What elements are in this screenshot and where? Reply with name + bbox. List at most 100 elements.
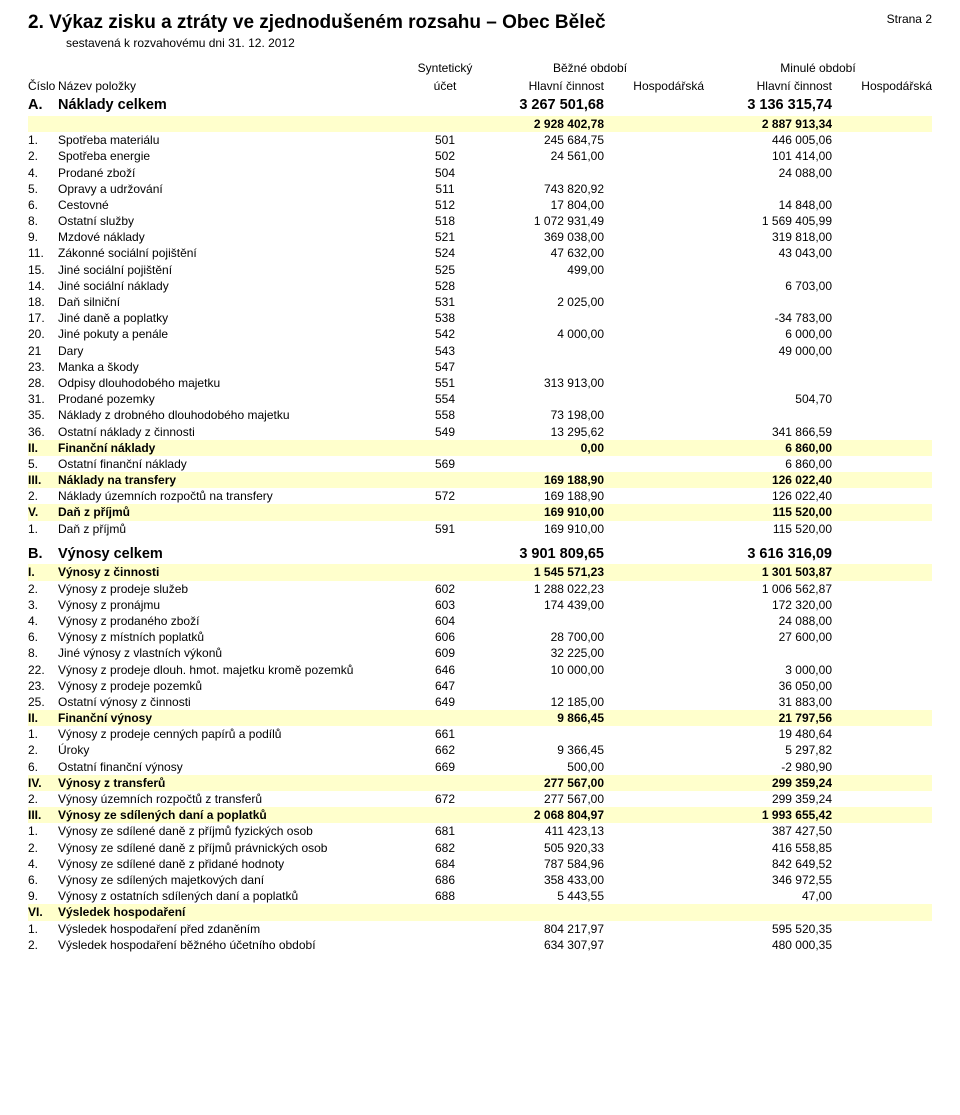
row-val-current: 73 198,00	[476, 407, 604, 423]
row-name: Výnosy ze sdílené daně z příjmů právnick…	[58, 840, 414, 856]
row-name: Jiné sociální pojištění	[58, 262, 414, 278]
row-val-prior: 24 088,00	[704, 165, 832, 181]
row-val-prior: 27 600,00	[704, 629, 832, 645]
table-row: 25.Ostatní výnosy z činnosti64912 185,00…	[28, 694, 932, 710]
row-val-current: 28 700,00	[476, 629, 604, 645]
row-val-prior: 101 414,00	[704, 148, 832, 164]
table-row: 4.Výnosy ze sdílené daně z přidané hodno…	[28, 856, 932, 872]
row-val-prior: 446 005,06	[704, 132, 832, 148]
row-num: 31.	[28, 391, 58, 407]
col-header-hosp1: Hospodářská	[604, 78, 704, 94]
row-num: 6.	[28, 872, 58, 888]
row-val-prior: 416 558,85	[704, 840, 832, 856]
row-val-prior: 595 520,35	[704, 921, 832, 937]
row-num: 1.	[28, 823, 58, 839]
row-num: 35.	[28, 407, 58, 423]
row-account: 662	[414, 742, 476, 758]
row-account: 501	[414, 132, 476, 148]
row-account: 684	[414, 856, 476, 872]
row-account: 521	[414, 229, 476, 245]
table-row: 22.Výnosy z prodeje dlouh. hmot. majetku…	[28, 662, 932, 678]
row-account: 542	[414, 326, 476, 342]
row-name: Výnosy ze sdílených majetkových daní	[58, 872, 414, 888]
row-val-prior: 49 000,00	[704, 343, 832, 359]
row-val-prior: 19 480,64	[704, 726, 832, 742]
row-num: 4.	[28, 165, 58, 181]
row-name: Výnosy z místních poplatků	[58, 629, 414, 645]
row-name: Manka a škody	[58, 359, 414, 375]
row-num: 25.	[28, 694, 58, 710]
row-account: 528	[414, 278, 476, 294]
row-val-prior: 3 000,00	[704, 662, 832, 678]
table-row: 2.Výnosy ze sdílené daně z příjmů právni…	[28, 840, 932, 856]
row-name: Mzdové náklady	[58, 229, 414, 245]
row-val-current: 47 632,00	[476, 245, 604, 261]
row-name: Výnosy z prodaného zboží	[58, 613, 414, 629]
row-val-current: 787 584,96	[476, 856, 604, 872]
row-val-current: 313 913,00	[476, 375, 604, 391]
row-num: 21	[28, 343, 58, 359]
row-name: Výnosy ze sdílené daně z přidané hodnoty	[58, 856, 414, 872]
section-a-II: II. Finanční náklady 0,00 6 860,00	[28, 440, 932, 456]
table-row: 8.Ostatní služby5181 072 931,491 569 405…	[28, 213, 932, 229]
row-val-prior: 842 649,52	[704, 856, 832, 872]
row-num: 6.	[28, 197, 58, 213]
row-name: Výnosy z prodeje služeb	[58, 581, 414, 597]
row-name: Spotřeba energie	[58, 148, 414, 164]
row-val-prior: 341 866,59	[704, 424, 832, 440]
table-row: 1.Výsledek hospodaření před zdaněním804 …	[28, 921, 932, 937]
row-name: Výnosy z pronájmu	[58, 597, 414, 613]
row-val-prior: -2 980,90	[704, 759, 832, 775]
row-val-prior: 36 050,00	[704, 678, 832, 694]
table-row: 8.Jiné výnosy z vlastních výkonů60932 22…	[28, 645, 932, 661]
row-account: 524	[414, 245, 476, 261]
row-num: 17.	[28, 310, 58, 326]
col-header-hosp2: Hospodářská	[832, 78, 932, 94]
row-num: 9.	[28, 229, 58, 245]
row-val-current: 634 307,97	[476, 937, 604, 953]
table-row: 1.Spotřeba materiálu501245 684,75446 005…	[28, 132, 932, 148]
table-row: 9.Mzdové náklady521369 038,00319 818,00	[28, 229, 932, 245]
page-number: Strana 2	[887, 12, 932, 26]
row-val-current: 9 366,45	[476, 742, 604, 758]
section-a-V: V. Daň z příjmů 169 910,00 115 520,00	[28, 504, 932, 520]
row-val-current: 174 439,00	[476, 597, 604, 613]
row-val-prior: 24 088,00	[704, 613, 832, 629]
row-name: Výnosy z prodeje pozemků	[58, 678, 414, 694]
row-num: 22.	[28, 662, 58, 678]
row-val-prior: 5 297,82	[704, 742, 832, 758]
table-row: 2.Úroky6629 366,455 297,82	[28, 742, 932, 758]
row-val-current: 500,00	[476, 759, 604, 775]
row-num: 3.	[28, 597, 58, 613]
table-row: 31.Prodané pozemky554504,70	[28, 391, 932, 407]
row-num: 6.	[28, 759, 58, 775]
table-row: 5. Ostatní finanční náklady 569 6 860,00	[28, 456, 932, 472]
row-num: 9.	[28, 888, 58, 904]
row-num: 18.	[28, 294, 58, 310]
row-val-prior: 346 972,55	[704, 872, 832, 888]
col-header-bezne: Běžné období	[476, 60, 704, 76]
col-header-minule: Minulé období	[704, 60, 932, 76]
row-val-prior: 480 000,35	[704, 937, 832, 953]
row-num: 36.	[28, 424, 58, 440]
row-name: Prodané zboží	[58, 165, 414, 181]
table-row: 6.Cestovné51217 804,0014 848,00	[28, 197, 932, 213]
row-val-current: 24 561,00	[476, 148, 604, 164]
row-name: Opravy a udržování	[58, 181, 414, 197]
row-account: 681	[414, 823, 476, 839]
table-row: 21Dary54349 000,00	[28, 343, 932, 359]
row-val-current: 1 288 022,23	[476, 581, 604, 597]
row-num: 23.	[28, 678, 58, 694]
row-name: Ostatní služby	[58, 213, 414, 229]
row-num: 28.	[28, 375, 58, 391]
row-num: 5.	[28, 181, 58, 197]
table-row: 4.Prodané zboží50424 088,00	[28, 165, 932, 181]
table-row: 2. Výnosy územních rozpočtů z transferů …	[28, 791, 932, 807]
table-row: 1.Výnosy z prodeje cenných papírů a podí…	[28, 726, 932, 742]
section-a-header: A. Náklady celkem 3 267 501,68 3 136 315…	[28, 96, 932, 116]
row-val-current: 4 000,00	[476, 326, 604, 342]
row-account: 603	[414, 597, 476, 613]
table-row: 1.Výnosy ze sdílené daně z příjmů fyzick…	[28, 823, 932, 839]
table-row: 4.Výnosy z prodaného zboží60424 088,00	[28, 613, 932, 629]
row-num: 8.	[28, 645, 58, 661]
